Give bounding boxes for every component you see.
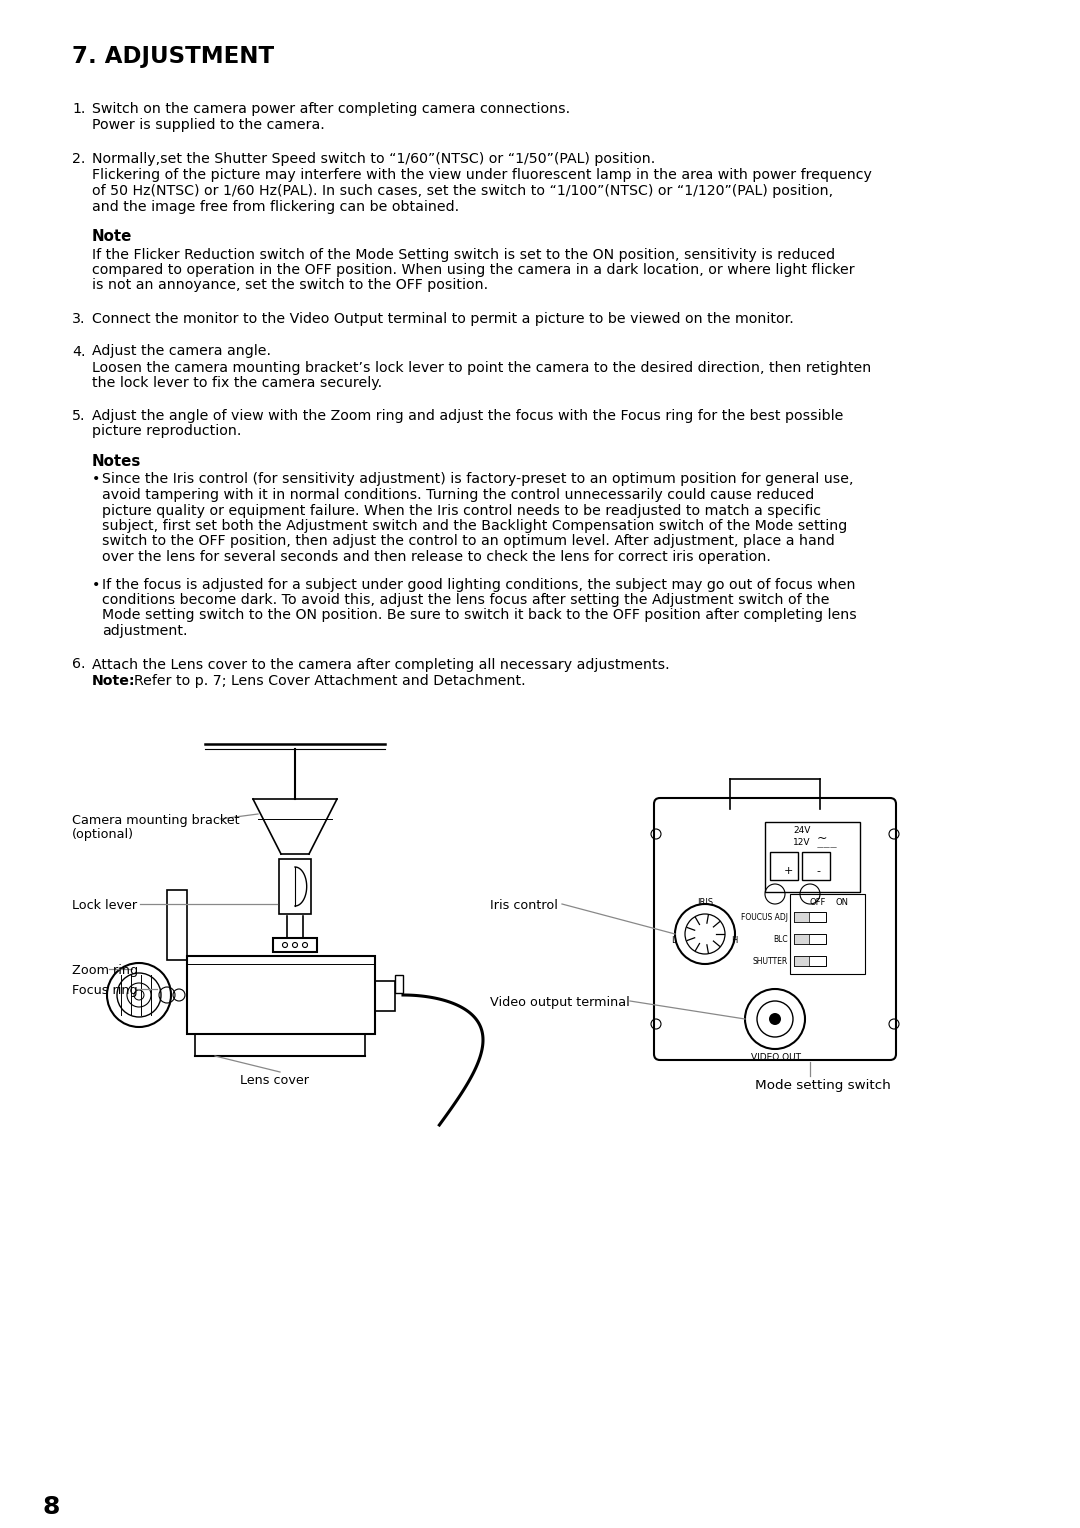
Text: Video output terminal: Video output terminal [490, 996, 630, 1008]
Text: (optional): (optional) [72, 828, 134, 840]
Text: OFF: OFF [810, 898, 826, 908]
Text: over the lens for several seconds and then release to check the lens for correct: over the lens for several seconds and th… [102, 550, 771, 564]
Text: Connect the monitor to the Video Output terminal to permit a picture to be viewe: Connect the monitor to the Video Output … [92, 312, 794, 325]
Text: Focus ring: Focus ring [72, 984, 137, 996]
Text: Loosen the camera mounting bracket’s lock lever to point the camera to the desir: Loosen the camera mounting bracket’s loc… [92, 361, 872, 374]
Bar [789, 894, 865, 973]
Bar [279, 859, 311, 914]
Bar [770, 853, 798, 880]
Text: L: L [671, 937, 676, 944]
Text: Since the Iris control (for sensitivity adjustment) is factory-preset to an opti: Since the Iris control (for sensitivity … [102, 472, 853, 486]
Text: 5.: 5. [72, 410, 85, 423]
Text: 8: 8 [42, 1494, 59, 1519]
Text: avoid tampering with it in normal conditions. Turning the control unnecessarily : avoid tampering with it in normal condit… [102, 487, 814, 503]
Text: conditions become dark. To avoid this, adjust the lens focus after setting the A: conditions become dark. To avoid this, a… [102, 593, 829, 607]
Text: Refer to p. 7; Lens Cover Attachment and Detachment.: Refer to p. 7; Lens Cover Attachment and… [134, 674, 526, 688]
Bar [794, 912, 826, 921]
Text: 2.: 2. [72, 151, 85, 167]
Bar [187, 957, 375, 1034]
Text: is not an annoyance, set the switch to the OFF position.: is not an annoyance, set the switch to t… [92, 278, 488, 292]
Text: Iris control: Iris control [490, 898, 558, 912]
Text: Camera mounting bracket: Camera mounting bracket [72, 814, 240, 827]
Text: ~: ~ [816, 833, 827, 845]
Bar [167, 889, 187, 960]
Text: Switch on the camera power after completing camera connections.: Switch on the camera power after complet… [92, 102, 570, 116]
Bar [794, 934, 826, 944]
Text: If the focus is adjusted for a subject under good lighting conditions, the subje: If the focus is adjusted for a subject u… [102, 578, 855, 591]
Text: picture quality or equipment failure. When the Iris control needs to be readjust: picture quality or equipment failure. Wh… [102, 504, 821, 518]
Text: Zoom ring: Zoom ring [72, 964, 138, 976]
Bar [375, 981, 395, 1012]
Bar [765, 822, 860, 892]
Text: Normally,set the Shutter Speed switch to “1/60”(NTSC) or “1/50”(PAL) position.: Normally,set the Shutter Speed switch to… [92, 151, 656, 167]
Text: subject, first set both the Adjustment switch and the Backlight Compensation swi: subject, first set both the Adjustment s… [102, 520, 847, 533]
Bar [794, 957, 809, 966]
Circle shape [769, 1013, 781, 1025]
Text: picture reproduction.: picture reproduction. [92, 425, 241, 439]
Text: adjustment.: adjustment. [102, 623, 188, 639]
Text: 24V: 24V [793, 827, 810, 834]
Bar [802, 853, 831, 880]
Text: Adjust the camera angle.: Adjust the camera angle. [92, 344, 271, 359]
Text: 3.: 3. [72, 312, 85, 325]
Text: Lock lever: Lock lever [72, 898, 137, 912]
Text: of 50 Hz(NTSC) or 1/60 Hz(PAL). In such cases, set the switch to “1/100”(NTSC) o: of 50 Hz(NTSC) or 1/60 Hz(PAL). In such … [92, 183, 833, 199]
Text: switch to the OFF position, then adjust the control to an optimum level. After a: switch to the OFF position, then adjust … [102, 535, 835, 549]
Text: SHUTTER: SHUTTER [753, 957, 788, 966]
Text: and the image free from flickering can be obtained.: and the image free from flickering can b… [92, 200, 459, 214]
Text: •: • [92, 578, 100, 591]
Text: Note:: Note: [92, 674, 136, 688]
Text: H: H [731, 937, 738, 944]
Text: Power is supplied to the camera.: Power is supplied to the camera. [92, 119, 325, 133]
Text: •: • [92, 472, 100, 486]
Bar [794, 912, 809, 921]
Text: Flickering of the picture may interfere with the view under fluorescent lamp in : Flickering of the picture may interfere … [92, 168, 872, 182]
Text: FOUCUS ADJ: FOUCUS ADJ [741, 912, 788, 921]
Text: 4.: 4. [72, 344, 85, 359]
Bar [273, 938, 318, 952]
Text: 6.: 6. [72, 657, 85, 671]
Text: Notes: Notes [92, 454, 141, 469]
Text: Mode setting switch to the ON position. Be sure to switch it back to the OFF pos: Mode setting switch to the ON position. … [102, 608, 856, 622]
Text: Lens cover: Lens cover [240, 1074, 309, 1086]
Text: Attach the Lens cover to the camera after completing all necessary adjustments.: Attach the Lens cover to the camera afte… [92, 657, 670, 671]
Text: 12V: 12V [793, 837, 810, 847]
Text: 7. ADJUSTMENT: 7. ADJUSTMENT [72, 44, 274, 69]
Bar [794, 957, 826, 966]
Text: ON: ON [836, 898, 849, 908]
Text: IRIS: IRIS [697, 898, 713, 908]
Text: the lock lever to fix the camera securely.: the lock lever to fix the camera securel… [92, 376, 382, 391]
Text: +: + [784, 866, 794, 876]
Text: ———: ——— [816, 843, 838, 850]
Text: -: - [816, 866, 820, 876]
Text: Adjust the angle of view with the Zoom ring and adjust the focus with the Focus : Adjust the angle of view with the Zoom r… [92, 410, 843, 423]
Bar [794, 934, 809, 944]
Text: compared to operation in the OFF position. When using the camera in a dark locat: compared to operation in the OFF positio… [92, 263, 854, 277]
Text: Note: Note [92, 229, 133, 244]
Text: Mode setting switch: Mode setting switch [755, 1079, 891, 1093]
Bar [395, 975, 403, 993]
Text: BLC: BLC [773, 935, 788, 943]
Text: 1.: 1. [72, 102, 85, 116]
Text: If the Flicker Reduction switch of the Mode Setting switch is set to the ON posi: If the Flicker Reduction switch of the M… [92, 248, 835, 261]
Text: VIDEO OUT: VIDEO OUT [751, 1053, 801, 1062]
